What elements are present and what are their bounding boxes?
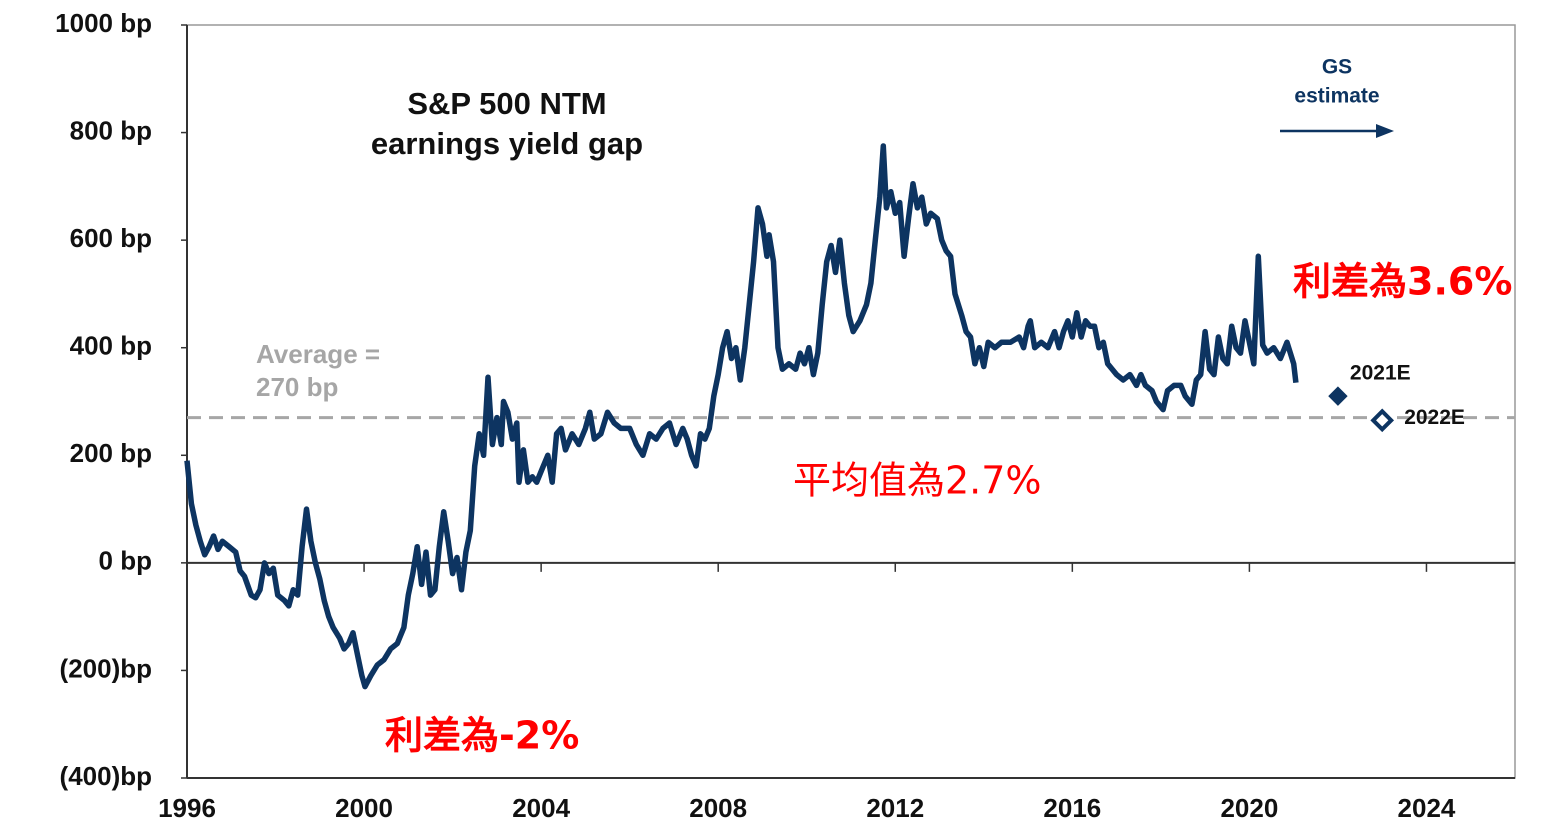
estimate-marker xyxy=(1328,386,1348,406)
x-tick-label: 2016 xyxy=(1043,793,1101,823)
y-tick-label: 600 bp xyxy=(70,223,152,253)
x-tick-label: 2020 xyxy=(1220,793,1278,823)
series-line xyxy=(184,143,1299,690)
average-label: 270 bp xyxy=(256,372,338,402)
gs-note: estimate xyxy=(1294,85,1379,108)
annotation: 利差為3.6% xyxy=(1293,260,1512,304)
y-tick-label: 400 bp xyxy=(70,331,152,361)
y-tick-label: (200)bp xyxy=(60,653,152,683)
y-tick-label: 800 bp xyxy=(70,115,152,145)
estimate-label: 2022E xyxy=(1404,406,1465,429)
chart-title: S&P 500 NTM xyxy=(407,86,606,121)
y-tick-label: 200 bp xyxy=(70,438,152,468)
estimate-label: 2021E xyxy=(1350,362,1411,385)
x-tick-label: 2000 xyxy=(335,793,393,823)
x-tick-label: 1996 xyxy=(158,793,216,823)
x-tick-label: 2008 xyxy=(689,793,747,823)
x-tick-label: 2012 xyxy=(866,793,924,823)
y-tick-label: 1000 bp xyxy=(55,8,152,38)
y-tick-label: 0 bp xyxy=(99,546,152,576)
x-tick-label: 2004 xyxy=(512,793,570,823)
estimate-marker xyxy=(1370,408,1395,433)
annotation: 利差為-2% xyxy=(385,714,579,758)
average-label: Average = xyxy=(256,339,380,369)
y-tick-label: (400)bp xyxy=(60,761,152,791)
x-tick-label: 2024 xyxy=(1398,793,1456,823)
chart-title: earnings yield gap xyxy=(371,126,643,161)
gs-note: GS xyxy=(1322,56,1352,79)
annotation: 平均值為2.7% xyxy=(793,459,1042,503)
gs-arrowhead xyxy=(1376,124,1394,138)
